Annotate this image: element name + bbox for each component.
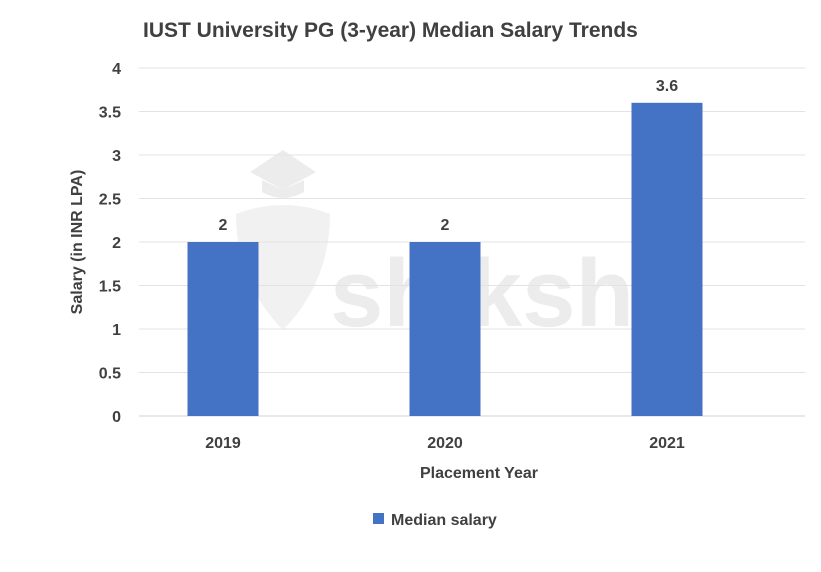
- mortarboard-icon: [250, 150, 316, 198]
- data-labels: 2 23.6: [219, 78, 679, 234]
- y-tick-label: 1: [112, 322, 121, 339]
- shield-logo-icon: [236, 205, 330, 330]
- legend: Median salary: [373, 512, 497, 529]
- x-tick-label: 2020: [427, 435, 463, 452]
- x-axis-title: Placement Year: [420, 465, 538, 482]
- data-label: 2: [219, 217, 228, 234]
- legend-label: Median salary: [391, 512, 497, 529]
- x-axis-ticks: 2019 2020 2021: [205, 435, 685, 452]
- y-tick-label: 2.5: [99, 192, 121, 209]
- bars: [187, 102, 703, 417]
- y-tick-label: 0: [112, 409, 121, 426]
- data-label: 3.6: [656, 78, 678, 95]
- y-tick-label: 3.5: [99, 105, 121, 122]
- x-tick-label: 2021: [649, 435, 685, 452]
- y-tick-label: 2: [112, 235, 121, 252]
- y-axis-ticks: 0 0.5 1 1.5 2 2.5 3 3.5 4: [99, 61, 121, 426]
- y-axis-title: Salary (in INR LPA): [69, 170, 86, 315]
- chart-title: IUST University PG (3-year) Median Salar…: [143, 19, 638, 42]
- y-tick-label: 0.5: [99, 366, 121, 383]
- bar: [187, 242, 259, 416]
- bar: [631, 102, 703, 417]
- y-tick-label: 1.5: [99, 279, 121, 296]
- legend-swatch: [373, 513, 384, 524]
- x-tick-label: 2019: [205, 435, 241, 452]
- y-tick-label: 3: [112, 148, 121, 165]
- bar: [409, 242, 481, 416]
- y-tick-label: 4: [112, 61, 121, 78]
- data-label: 2: [441, 217, 450, 234]
